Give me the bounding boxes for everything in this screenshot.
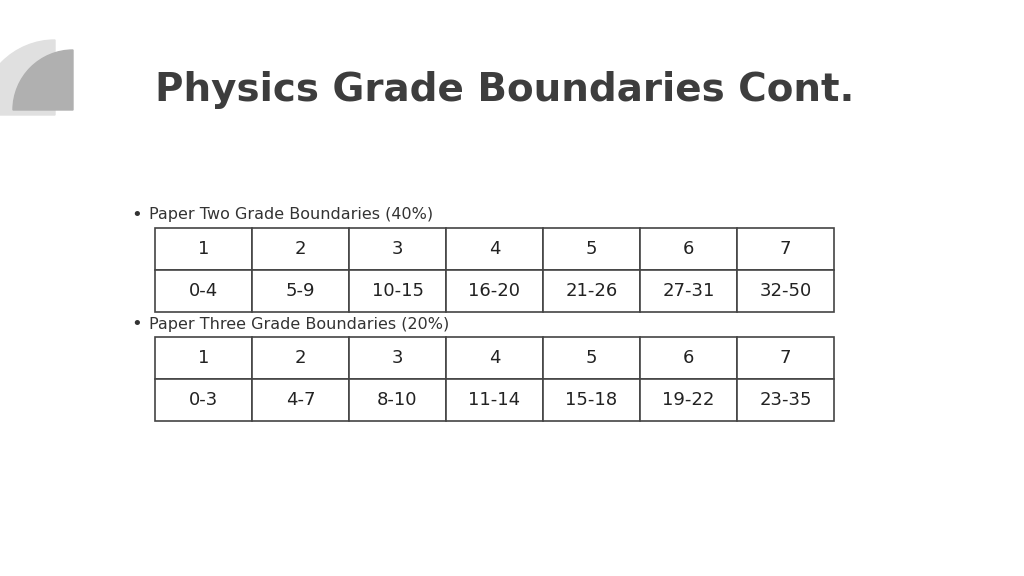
Text: 5: 5 <box>586 240 597 258</box>
Text: 4: 4 <box>488 240 501 258</box>
Bar <box>155 228 252 270</box>
Text: •: • <box>132 315 142 333</box>
Text: 3: 3 <box>392 240 403 258</box>
Bar <box>446 270 543 312</box>
Bar <box>543 337 640 379</box>
Bar <box>252 228 349 270</box>
Bar <box>446 228 543 270</box>
Text: 7: 7 <box>779 240 792 258</box>
Text: 15-18: 15-18 <box>565 391 617 409</box>
Text: 0-4: 0-4 <box>188 282 218 300</box>
Bar <box>349 379 446 421</box>
Text: 5: 5 <box>586 349 597 367</box>
Text: 27-31: 27-31 <box>663 282 715 300</box>
Bar <box>155 379 252 421</box>
Text: Physics Grade Boundaries Cont.: Physics Grade Boundaries Cont. <box>155 71 854 109</box>
Bar <box>543 379 640 421</box>
Text: 11-14: 11-14 <box>468 391 520 409</box>
Bar <box>640 228 737 270</box>
Text: 19-22: 19-22 <box>663 391 715 409</box>
Bar <box>737 270 834 312</box>
Wedge shape <box>0 40 55 115</box>
Bar <box>640 379 737 421</box>
Text: 5-9: 5-9 <box>286 282 315 300</box>
Text: 32-50: 32-50 <box>760 282 812 300</box>
Wedge shape <box>13 50 73 110</box>
Text: Paper Two Grade Boundaries (40%): Paper Two Grade Boundaries (40%) <box>150 207 433 222</box>
Bar <box>640 337 737 379</box>
Bar <box>543 270 640 312</box>
Bar <box>446 379 543 421</box>
Text: 4: 4 <box>488 349 501 367</box>
Text: 16-20: 16-20 <box>469 282 520 300</box>
Text: 7: 7 <box>779 349 792 367</box>
Bar <box>737 379 834 421</box>
Text: 1: 1 <box>198 240 209 258</box>
Bar <box>252 270 349 312</box>
Text: 1: 1 <box>198 349 209 367</box>
Bar <box>737 337 834 379</box>
Text: 0-3: 0-3 <box>188 391 218 409</box>
Bar <box>737 228 834 270</box>
Bar <box>446 337 543 379</box>
Bar <box>349 228 446 270</box>
Bar <box>155 337 252 379</box>
Bar <box>252 337 349 379</box>
Text: 10-15: 10-15 <box>372 282 424 300</box>
Text: Paper Three Grade Boundaries (20%): Paper Three Grade Boundaries (20%) <box>150 316 450 332</box>
Bar <box>640 270 737 312</box>
Bar <box>252 379 349 421</box>
Text: 6: 6 <box>683 240 694 258</box>
Text: 23-35: 23-35 <box>759 391 812 409</box>
Bar <box>543 228 640 270</box>
Text: 2: 2 <box>295 240 306 258</box>
Bar <box>349 337 446 379</box>
Text: 3: 3 <box>392 349 403 367</box>
Bar <box>155 270 252 312</box>
Bar <box>349 270 446 312</box>
Text: 2: 2 <box>295 349 306 367</box>
Text: •: • <box>132 206 142 224</box>
Text: 4-7: 4-7 <box>286 391 315 409</box>
Text: 6: 6 <box>683 349 694 367</box>
Text: 8-10: 8-10 <box>377 391 418 409</box>
Text: 21-26: 21-26 <box>565 282 617 300</box>
